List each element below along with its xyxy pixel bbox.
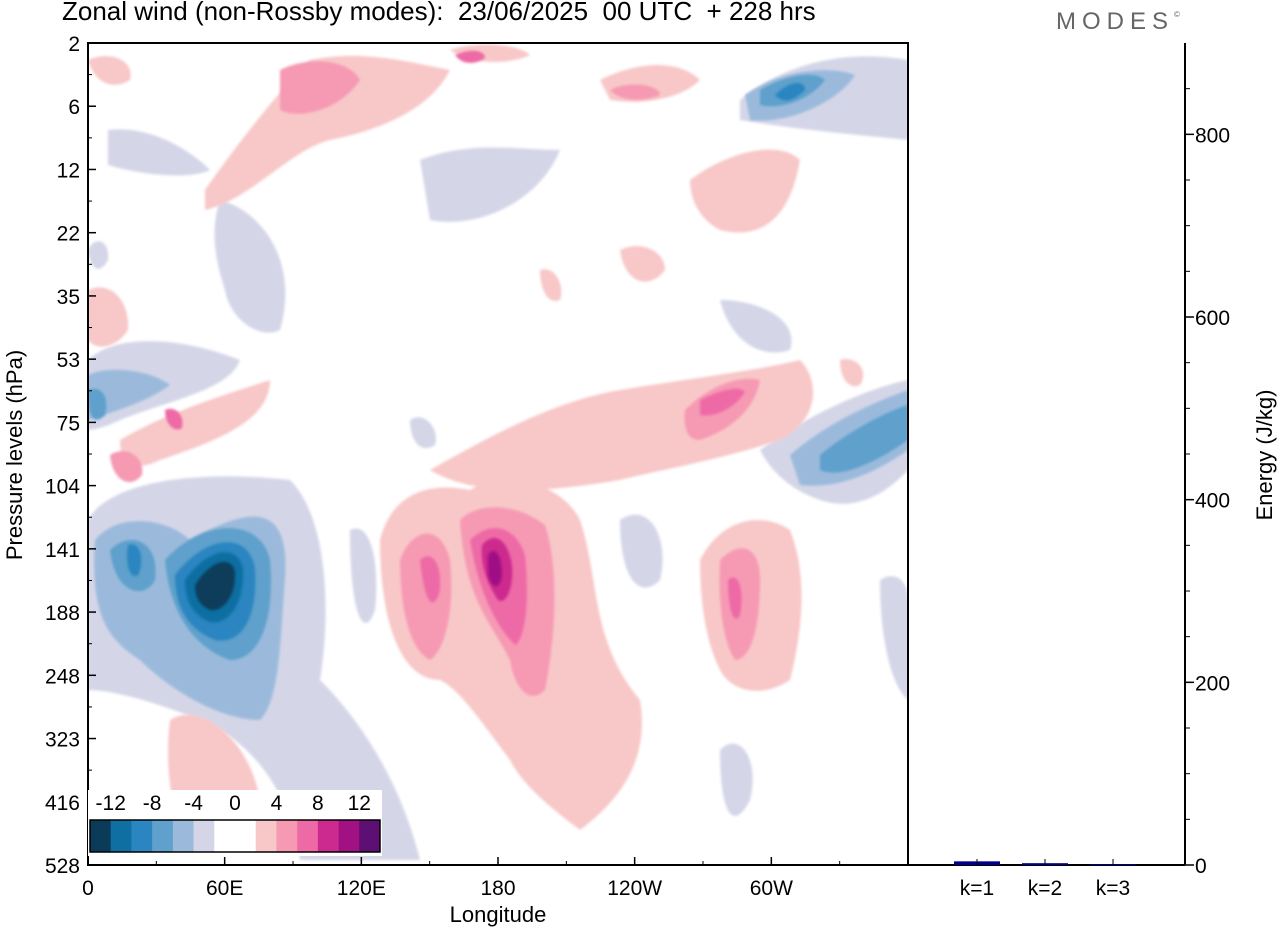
colorbar-label: 0 (229, 792, 241, 815)
colorbar-swatch (172, 820, 195, 852)
colorbar-swatch (317, 820, 340, 852)
y-tick-label: 2 (68, 33, 80, 56)
colorbar-swatch (131, 820, 153, 852)
colorbar-label: -4 (184, 792, 203, 815)
energy-tick-label: 400 (1195, 490, 1230, 513)
colorbar-swatch (297, 820, 319, 852)
y-tick-label: 104 (45, 476, 80, 499)
energy-axis-label: Energy (J/kg) (1252, 390, 1277, 521)
energy-tick-label: 0 (1195, 855, 1207, 878)
y-tick-label: 12 (57, 159, 80, 182)
longitude-axis: 0 60E 120E 180 120W 60W (82, 857, 841, 900)
colorbar-swatch (214, 820, 236, 852)
colorbar-swatch (193, 820, 215, 852)
y-tick-label: 22 (57, 223, 80, 246)
y-tick-label: 248 (45, 665, 80, 688)
bar-category-label: k=1 (960, 877, 994, 900)
colorbar-swatch (152, 820, 174, 852)
colorbar-swatch (90, 820, 112, 852)
y-tick-label: 35 (57, 286, 80, 309)
colorbar-label: 8 (312, 792, 324, 815)
x-axis-label: Longitude (450, 902, 547, 927)
energy-bar-panel (908, 43, 1186, 866)
bar-category-label: k=3 (1096, 877, 1130, 900)
x-tick-label: 60W (750, 877, 793, 900)
x-tick-label: 60E (206, 877, 243, 900)
x-tick-label: 180 (480, 877, 515, 900)
colorbar-label: -12 (96, 792, 126, 815)
y-tick-label: 188 (45, 602, 80, 625)
colorbar-swatch (235, 820, 257, 852)
pressure-axis: 2 6 12 22 35 53 75 104 141 188 248 323 416 528 (45, 33, 96, 878)
energy-axis: 0 200 400 600 800 (1185, 88, 1230, 878)
colorbar-swatch (255, 820, 277, 852)
modes-logo: MODES© (1056, 8, 1180, 35)
x-tick-label: 120E (337, 877, 386, 900)
energy-bars: k=1 k=2 k=3 (954, 859, 1136, 900)
colorbar-swatch (338, 820, 360, 852)
chart-title: Zonal wind (non-Rossby modes): 23/06/202… (62, 0, 816, 26)
bar-category-label: k=2 (1028, 877, 1062, 900)
colorbar-swatch (110, 820, 132, 852)
y-tick-label: 141 (45, 539, 80, 562)
colorbar-legend: -12 -8 -4 0 4 8 12 (88, 790, 382, 856)
y-tick-label: 6 (68, 96, 80, 119)
colorbar-swatch (276, 820, 298, 852)
energy-tick-label: 600 (1195, 307, 1230, 330)
colorbar-label: 12 (348, 792, 371, 815)
colorbar-label: 4 (271, 792, 283, 815)
energy-tick-label: 200 (1195, 672, 1230, 695)
energy-tick-label: 800 (1195, 124, 1230, 147)
y-axis-label: Pressure levels (hPa) (2, 350, 27, 560)
x-tick-label: 0 (82, 877, 94, 900)
y-tick-label: 53 (57, 349, 80, 372)
colorbar-frame (89, 819, 381, 853)
y-tick-label: 416 (45, 792, 80, 815)
y-tick-label: 75 (57, 412, 80, 435)
x-tick-label: 120W (607, 877, 662, 900)
zonal-wind-heatmap (88, 43, 908, 865)
colorbar-label: -8 (143, 792, 162, 815)
colorbar-swatch (359, 820, 381, 852)
y-tick-label: 528 (45, 855, 80, 878)
y-tick-label: 323 (45, 729, 80, 752)
